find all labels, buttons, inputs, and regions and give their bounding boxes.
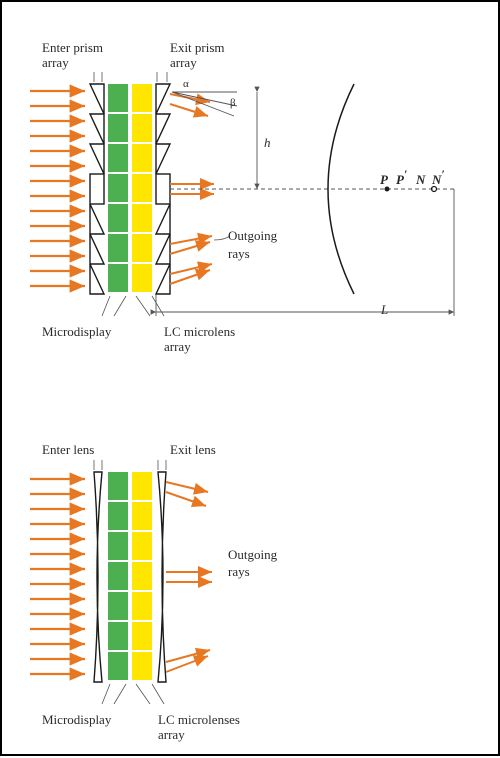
lbl-microdisplay-2: Microdisplay	[42, 712, 111, 728]
figure-1	[30, 72, 457, 316]
angle-guides	[172, 92, 237, 116]
figure-2	[30, 460, 230, 704]
lbl-L: L	[381, 302, 388, 318]
lbl-enter-lens: Enter lens	[42, 442, 94, 458]
incoming-arrows-1	[30, 91, 85, 286]
lbl-exit-lens: Exit lens	[170, 442, 216, 458]
lbl-rays-1: rays	[228, 246, 250, 262]
lbl-Pp: P′	[396, 172, 407, 188]
lbl-N: N	[416, 172, 425, 188]
exit-lens	[158, 472, 166, 682]
lc-microlenses-2	[132, 472, 152, 680]
outgoing-rays-2	[166, 482, 212, 672]
lbl-lc-microlenses: LC microlenses	[158, 712, 240, 728]
lbl-array2: array	[170, 55, 197, 71]
incoming-arrows-2	[30, 479, 85, 674]
lbl-outgoing-1: Outgoing	[228, 228, 277, 244]
lbl-alpha: α	[183, 78, 189, 90]
lc-microlens-1	[132, 84, 152, 292]
lbl-outgoing-2: Outgoing	[228, 547, 277, 563]
exit-prism-array	[156, 84, 170, 294]
lbl-lc-microlens: LC microlens	[164, 324, 235, 340]
lbl-microdisplay-1: Microdisplay	[42, 324, 111, 340]
lbl-P: P	[380, 172, 388, 188]
lbl-enter-prism: Enter prism	[42, 40, 103, 56]
lbl-lc-array-2: array	[158, 727, 185, 743]
microdisplay-2	[108, 472, 128, 680]
lbl-h: h	[264, 135, 271, 151]
microdisplay-1	[108, 84, 128, 292]
lbl-lc-array-1: array	[164, 339, 191, 355]
lbl-array1: array	[42, 55, 69, 71]
enter-lens	[94, 472, 102, 682]
lbl-exit-prism: Exit prism	[170, 40, 225, 56]
enter-prism-array	[90, 84, 104, 294]
diagram-svg	[2, 2, 500, 758]
lbl-beta: β	[230, 97, 236, 109]
lbl-Np: N′	[432, 172, 445, 188]
lbl-rays-2: rays	[228, 564, 250, 580]
